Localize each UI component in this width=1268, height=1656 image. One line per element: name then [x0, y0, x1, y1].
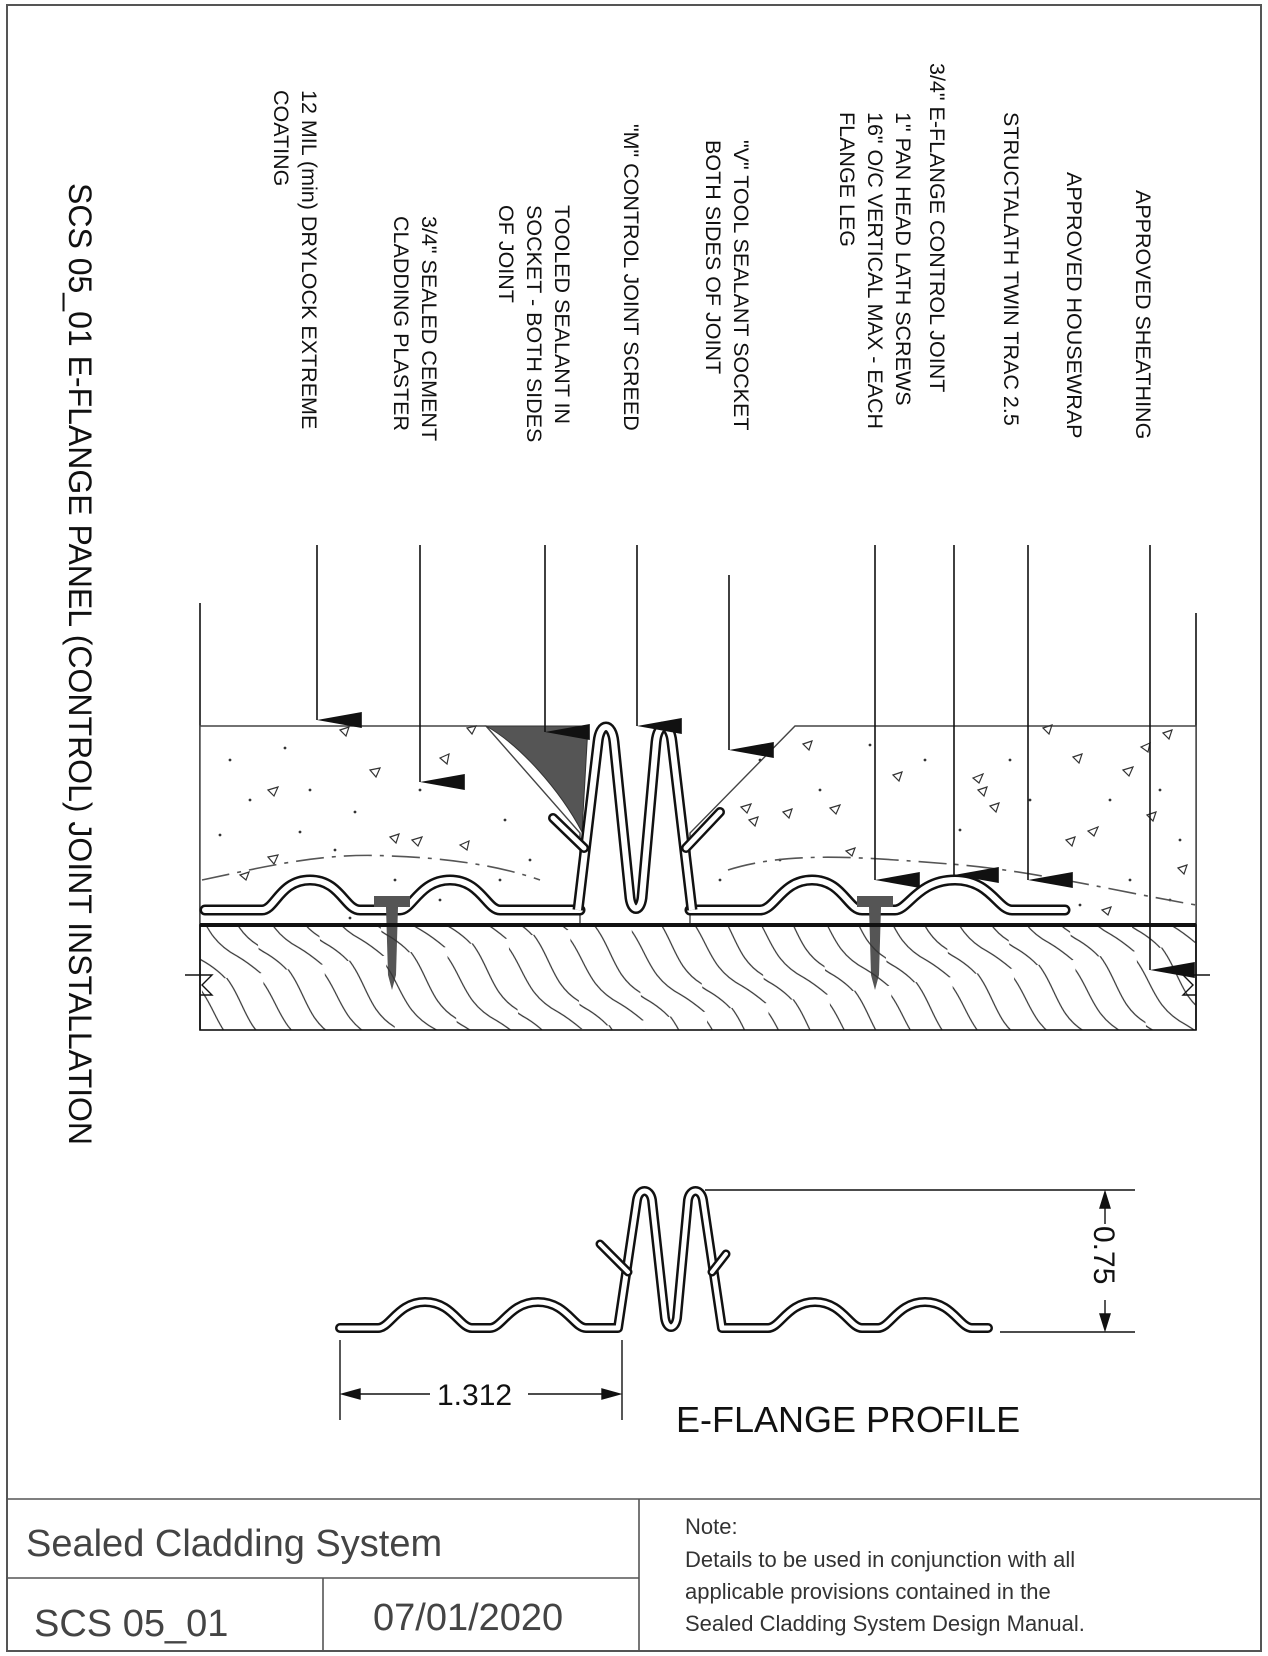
callout-label-coating: 12 MIL (min) DRYLOCK EXTREME COATING	[269, 90, 321, 435]
title-block: Sealed Cladding System SCS 05_01 07/01/2…	[7, 1499, 1261, 1651]
profile-title: E-FLANGE PROFILE	[676, 1399, 1020, 1440]
drawing-number: SCS 05_01	[34, 1603, 228, 1645]
plaster-right	[690, 726, 1196, 925]
section-detail	[185, 545, 1210, 1030]
callout-label-plaster: 3/4" SEALED CEMENT CLADDING PLASTER	[389, 216, 441, 447]
drawing-date: 07/01/2020	[373, 1597, 563, 1639]
e-flange-profile: 0.75 1.312 E-FLANGE PROFILE	[340, 1190, 1135, 1440]
callout-label-screed: "M" CONTROL JOINT SCREED	[619, 124, 643, 431]
drawing-title: SCS 05_01 E-FLANGE PANEL (CONTROL) JOINT…	[62, 183, 98, 1145]
callout-label-housewrap: APPROVED HOUSEWRAP	[1062, 172, 1086, 438]
callout-label-screws: 1" PAN HEAD LATH SCREWS 16" O/C VERTICAL…	[835, 112, 915, 435]
callout-label-socket: "V" TOOL SEALANT SOCKET BOTH SIDES OF JO…	[701, 140, 753, 436]
dimension-height	[705, 1190, 1135, 1332]
callout-labels: 12 MIL (min) DRYLOCK EXTREME COATING 3/4…	[269, 63, 1155, 448]
callout-label-sheathing: APPROVED SHEATHING	[1131, 190, 1155, 439]
m-control-joint-screed-inner	[578, 727, 692, 910]
callout-label-lath: STRUCTALATH TWIN TRAC 2.5	[999, 112, 1023, 426]
callout-label-control-joint: 3/4" E-FLANGE CONTROL JOINT	[925, 63, 949, 392]
dimension-height-value: 0.75	[1087, 1226, 1120, 1284]
note-text: Note: Details to be used in conjunction …	[685, 1514, 1085, 1636]
dimension-width-value: 1.312	[437, 1379, 512, 1412]
system-name: Sealed Cladding System	[26, 1523, 442, 1565]
callout-label-sealant: TOOLED SEALANT IN SOCKET - BOTH SIDES OF…	[494, 205, 574, 448]
plaster-left	[200, 726, 580, 925]
sheathing-board	[200, 925, 1196, 1030]
